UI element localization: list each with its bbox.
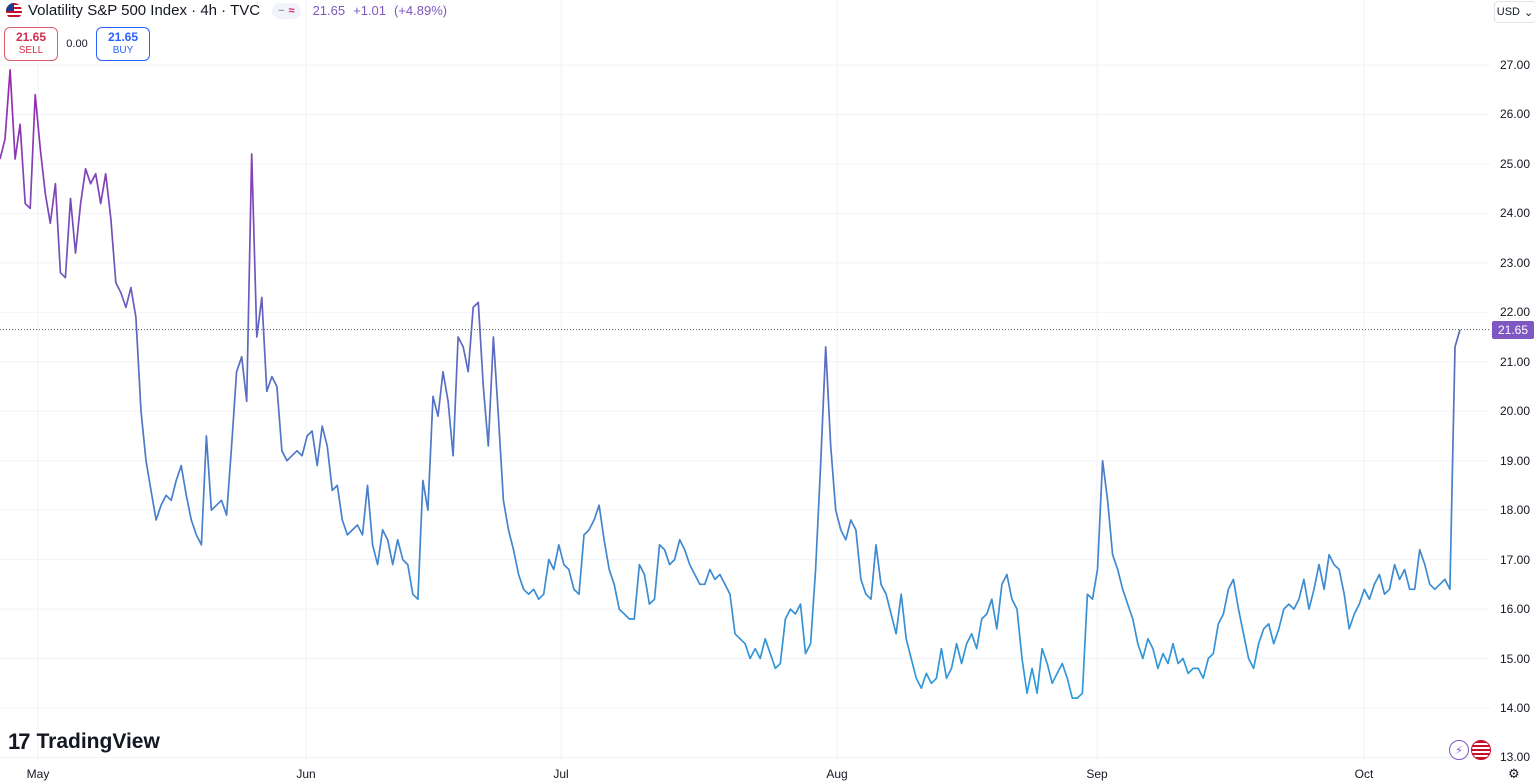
symbol-title[interactable]: Volatility S&P 500 Index · 4h · TVC [28,2,261,19]
y-tick-label: 15.00 [1500,651,1531,666]
x-tick-label: Jun [296,767,316,781]
dash-icon: − [278,4,285,17]
chart-style-pill[interactable]: − ≈ [272,2,301,19]
currency-selector[interactable]: USD ⌄ [1494,1,1535,23]
us-market-flag-icon[interactable] [1471,740,1491,760]
y-tick-label: 17.00 [1500,552,1531,567]
y-tick-label: 22.00 [1500,305,1531,320]
legend-last-price: 21.65 [312,3,346,18]
y-tick-label: 14.00 [1500,701,1531,715]
us-flag-icon [6,2,22,19]
approx-icon: ≈ [288,4,295,17]
buy-price: 21.65 [107,30,139,44]
currency-label: USD [1496,6,1520,18]
sell-price: 21.65 [15,30,47,44]
tradingview-wordmark: TradingView [36,730,160,753]
x-tick-label: Sep [1086,767,1108,781]
trade-panel: 21.65 SELL 0.00 21.65 BUY [4,27,150,61]
y-tick-label: 18.00 [1500,503,1531,518]
legend-change: +1.01 [353,3,387,18]
y-tick-label: 25.00 [1500,156,1531,171]
buy-button[interactable]: 21.65 BUY [96,27,150,61]
sell-label: SELL [18,45,44,56]
y-tick-label: 23.00 [1500,255,1531,270]
x-tick-label: Oct [1354,767,1374,781]
sell-button[interactable]: 21.65 SELL [4,27,58,61]
legend-change-pct: (+4.89%) [394,3,448,18]
x-tick-label: May [26,767,50,781]
x-tick-label: Jul [553,767,569,781]
x-tick-label: Aug [826,767,848,781]
y-tick-label: 27.00 [1500,58,1531,72]
status-badges: ⚡ [1449,740,1491,760]
buy-label: BUY [112,45,134,56]
chart-legend: Volatility S&P 500 Index · 4h · TVC − ≈ … [6,2,447,19]
tradingview-logo[interactable]: 17 TradingView [8,729,160,755]
chevron-down-icon: ⌄ [1524,6,1534,19]
y-tick-label: 16.00 [1500,602,1531,617]
last-price-tag: 21.65 [1492,320,1534,339]
spread-value: 0.00 [66,38,88,50]
y-tick-label: 21.00 [1500,354,1531,369]
alert-lightning-icon[interactable]: ⚡ [1449,740,1469,760]
y-tick-label: 26.00 [1500,107,1531,122]
y-tick-label: 20.00 [1500,404,1531,419]
gear-icon[interactable]: ⚙ [1508,766,1520,781]
vix-series-line[interactable] [0,69,1461,699]
tradingview-logo-icon: 17 [8,729,31,754]
y-tick-label: 19.00 [1500,453,1531,468]
y-tick-label: 13.00 [1500,750,1531,765]
y-tick-label: 24.00 [1500,206,1531,221]
